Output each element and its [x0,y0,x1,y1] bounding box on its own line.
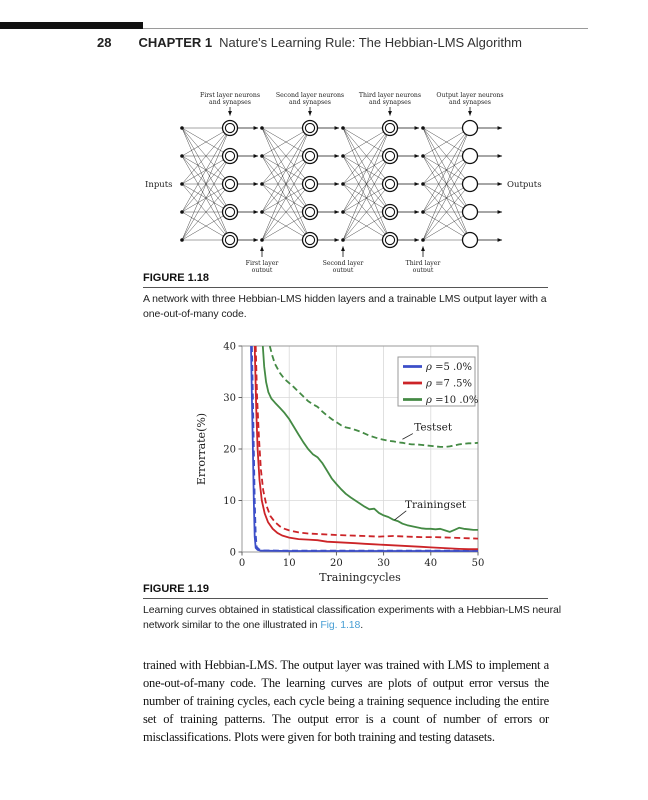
summing-node [341,126,345,130]
outputs-label: Outputs [507,180,542,190]
legend-label: ρ =10 .0% [425,395,478,406]
output-neuron [461,231,479,249]
layer-bottom-label: Third layer [406,260,441,267]
summing-node [341,238,345,242]
series-rho-7.5%-training-set [253,346,478,551]
chart-svg: 0 10 20 30 40 50 0 10 20 30 40 Trainingcycles Errorr… [195,342,485,585]
chart-legend: ρ =5 .0% ρ =7 .5% ρ =10 .0% [397,356,478,407]
body-paragraph: trained with Hebbian-LMS. The output lay… [143,658,549,744]
summing-node [180,238,184,242]
svg-text:output: output [333,267,354,272]
svg-text:and synapses: and synapses [369,99,411,106]
caption-text: Learning curves obtained in statistical … [143,604,562,631]
chapter-label: CHAPTER 1 [138,35,213,50]
output-neuron [461,119,479,137]
y-tick-label: 0 [230,548,236,559]
summing-node [421,182,425,186]
summing-node [421,210,425,214]
x-tick-label: 20 [330,558,343,569]
series-rho-10.0%-training-set [261,346,478,533]
x-tick-label: 40 [424,558,437,569]
figure-1-19-chart: 0 10 20 30 40 50 0 10 20 30 40 Trainingcycles Errorr… [195,340,485,592]
page-number: 28 [97,35,112,50]
page-header: 28 CHAPTER 1 Nature's Learning Rule: The… [97,35,522,50]
x-tick-label: 0 [239,558,245,569]
layer-top-label: Output layer neurons [436,92,503,99]
series-rho-10.0%-test-set [268,346,478,448]
series-rho-5.0%-test-set [251,346,478,552]
x-axis-label: Trainingcycles [319,571,401,584]
inputs-label: Inputs [145,180,173,190]
summing-node [341,154,345,158]
layer-bottom-label: First layer [246,260,279,267]
annotation-trainingset: Trainingset [405,499,467,511]
x-tick-label: 50 [472,558,485,569]
summing-node [180,126,184,130]
header-black-bar [0,22,143,29]
summing-node [421,126,425,130]
series-rho-5.0%-training-set [250,346,478,552]
svg-text:output: output [252,267,273,272]
figure-1-18-rule [143,287,548,288]
summing-node [260,210,264,214]
summing-node [341,182,345,186]
layer-bottom-label: Second layer [323,260,364,267]
caption-period: . [360,619,364,631]
svg-text:and synapses: and synapses [209,99,251,106]
output-neuron [461,147,479,165]
layer-top-label: First layer neurons [200,92,260,99]
figure-1-18-caption: A network with three Hebbian-LMS hidden … [143,293,547,320]
header-rule [0,28,588,29]
legend-label: ρ =5 .0% [425,362,472,373]
svg-text:and synapses: and synapses [289,99,331,106]
summing-node [260,238,264,242]
svg-text:and synapses: and synapses [449,99,491,106]
output-neuron [461,175,479,193]
summing-node [180,182,184,186]
figure-1-19-label: FIGURE 1.19 [143,583,210,595]
summing-node [421,154,425,158]
x-tick-label: 30 [377,558,390,569]
y-tick-label: 40 [223,342,236,353]
fig-1-18-link[interactable]: Fig. 1.18 [320,619,361,631]
layer-top-label: Third layer neurons [359,92,421,99]
figure-1-18-label: FIGURE 1.18 [143,272,210,284]
series-rho-7.5%-test-set [254,346,478,540]
summing-node [421,238,425,242]
summing-node [180,210,184,214]
figure-1-19-caption: Learning curves obtained in statistical … [143,603,563,633]
figure-1-18-diagram: First layer neurons and synapses Second la… [143,88,545,274]
layer-top-label: Second layer neurons [276,92,344,99]
legend-label: ρ =7 .5% [425,379,472,390]
svg-text:output: output [413,267,434,272]
summing-node [260,154,264,158]
summing-node [260,126,264,130]
y-tick-label: 10 [223,496,236,507]
y-tick-label: 30 [223,393,236,404]
annotation-pointer [402,433,414,440]
summing-node [341,210,345,214]
annotation-testset: Testset [414,421,453,433]
annotation-pointer [394,510,407,521]
output-neuron [461,203,479,221]
y-axis-label: Errorrate(%) [195,413,208,485]
y-tick-label: 20 [223,445,236,456]
figure-1-19-rule [143,598,548,599]
summing-node [180,154,184,158]
chapter-title: Nature's Learning Rule: The Hebbian-LMS … [219,35,523,50]
summing-node [260,182,264,186]
x-tick-label: 10 [283,558,296,569]
